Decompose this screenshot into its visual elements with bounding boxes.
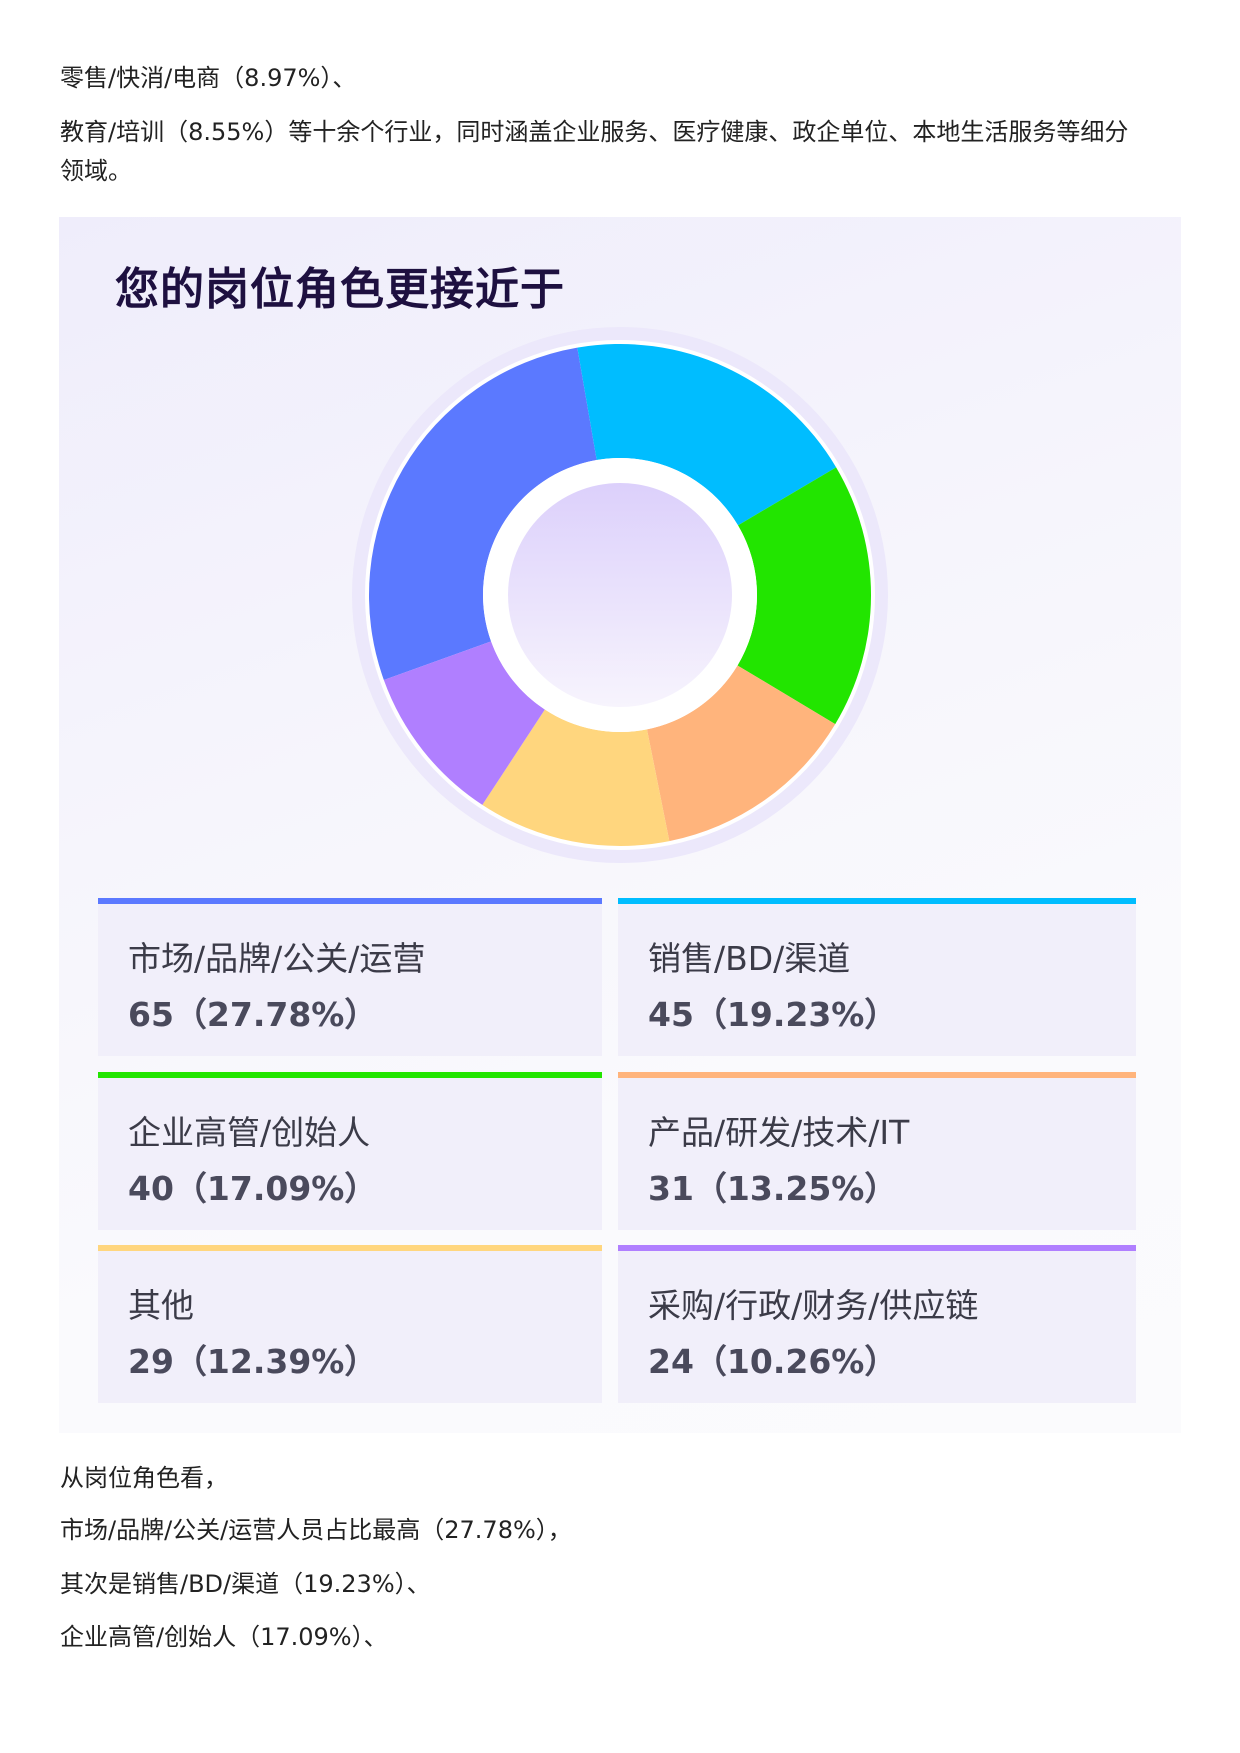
chart-panel: 您的岗位角色更接近于 市场/品牌/公关/运营 65（27.78%） 销售/BD/渠道… bbox=[59, 217, 1181, 1433]
donut-slice bbox=[482, 709, 670, 846]
legend-value: 29（12.39%） bbox=[128, 1342, 378, 1381]
outro-line-1: 从岗位角色看， bbox=[60, 1464, 228, 1492]
donut-slice bbox=[577, 344, 837, 526]
legend-card: 采购/行政/财务/供应链 24（10.26%） bbox=[618, 1245, 1136, 1403]
legend-label: 市场/品牌/公关/运营 bbox=[128, 939, 426, 978]
legend-value: 31（13.25%） bbox=[648, 1169, 898, 1208]
intro-line-2: 教育/培训（8.55%）等十余个行业，同时涵盖企业服务、医疗健康、政企单位、本地… bbox=[60, 118, 1129, 146]
chart-title: 您的岗位角色更接近于 bbox=[115, 264, 565, 315]
legend-value: 45（19.23%） bbox=[648, 995, 898, 1034]
legend-value: 24（10.26%） bbox=[648, 1342, 898, 1381]
legend-card: 产品/研发/技术/IT 31（13.25%） bbox=[618, 1072, 1136, 1230]
legend-value: 40（17.09%） bbox=[128, 1169, 378, 1208]
donut-slice bbox=[646, 665, 836, 842]
legend-label: 采购/行政/财务/供应链 bbox=[648, 1286, 979, 1325]
outro-line-3: 其次是销售/BD/渠道（19.23%）、 bbox=[60, 1570, 431, 1598]
donut-slice bbox=[737, 467, 871, 725]
donut-slice bbox=[369, 347, 597, 681]
donut-chart bbox=[352, 327, 888, 863]
intro-line-3: 领域。 bbox=[60, 157, 132, 185]
legend-card: 其他 29（12.39%） bbox=[98, 1245, 602, 1403]
legend-label: 其他 bbox=[128, 1286, 194, 1325]
donut-center bbox=[508, 483, 732, 707]
legend-card: 企业高管/创始人 40（17.09%） bbox=[98, 1072, 602, 1230]
legend-label: 销售/BD/渠道 bbox=[648, 939, 851, 978]
legend-card: 市场/品牌/公关/运营 65（27.78%） bbox=[98, 898, 602, 1056]
legend-label: 企业高管/创始人 bbox=[128, 1113, 371, 1152]
outro-line-4: 企业高管/创始人（17.09%）、 bbox=[60, 1623, 388, 1651]
outro-line-2: 市场/品牌/公关/运营人员占比最高（27.78%）， bbox=[60, 1516, 572, 1544]
donut-slice bbox=[383, 641, 545, 805]
intro-line-1: 零售/快消/电商（8.97%）、 bbox=[60, 64, 357, 92]
legend-value: 65（27.78%） bbox=[128, 995, 378, 1034]
legend-label: 产品/研发/技术/IT bbox=[648, 1113, 910, 1152]
legend-card: 销售/BD/渠道 45（19.23%） bbox=[618, 898, 1136, 1056]
